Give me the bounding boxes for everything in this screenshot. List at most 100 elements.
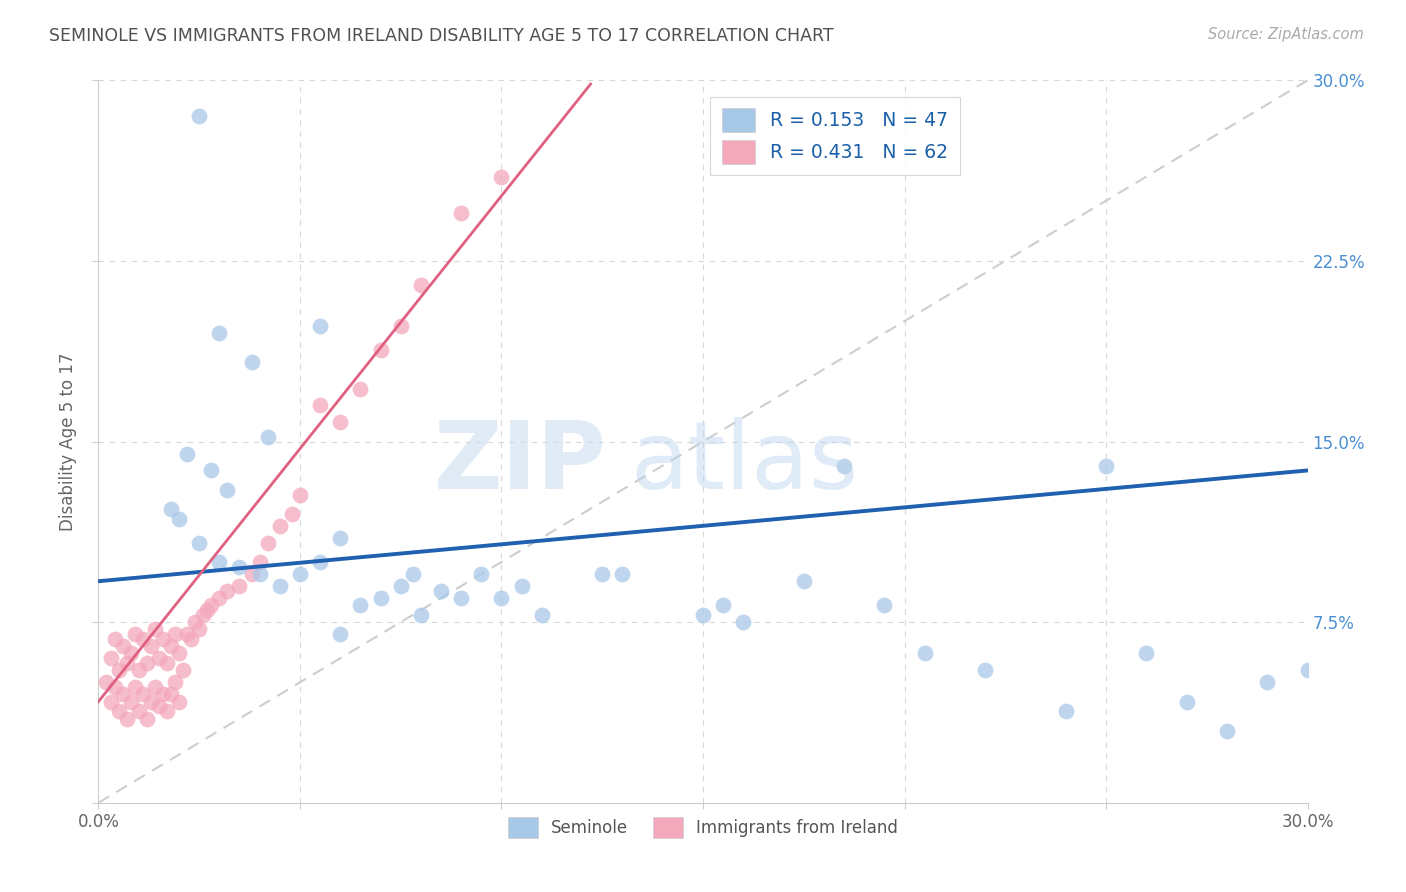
Point: [733, 615, 755, 630]
Point: [167, 511, 190, 525]
Point: [135, 656, 157, 670]
Point: [591, 567, 613, 582]
Point: [249, 567, 271, 582]
Point: [256, 430, 278, 444]
Point: [176, 446, 198, 460]
Point: [402, 567, 425, 582]
Point: [914, 647, 936, 661]
Point: [188, 535, 211, 549]
Point: [450, 591, 472, 605]
Point: [152, 632, 174, 646]
Point: [349, 382, 371, 396]
Point: [1095, 458, 1118, 473]
Point: [974, 664, 997, 678]
Point: [269, 518, 291, 533]
Text: atlas: atlas: [630, 417, 859, 509]
Point: [217, 483, 239, 497]
Point: [309, 398, 332, 412]
Point: [349, 599, 371, 613]
Point: [240, 567, 263, 582]
Point: [208, 326, 231, 340]
Point: [163, 675, 186, 690]
Point: [115, 712, 138, 726]
Point: [128, 704, 150, 718]
Point: [103, 632, 125, 646]
Point: [309, 318, 332, 333]
Point: [163, 627, 186, 641]
Point: [1296, 664, 1319, 678]
Point: [111, 687, 134, 701]
Point: [389, 318, 412, 333]
Point: [128, 664, 150, 678]
Point: [195, 603, 218, 617]
Point: [288, 487, 311, 501]
Point: [249, 555, 271, 569]
Point: [107, 664, 129, 678]
Point: [470, 567, 492, 582]
Point: [240, 355, 263, 369]
Point: [281, 507, 304, 521]
Point: [1135, 647, 1157, 661]
Point: [103, 680, 125, 694]
Point: [120, 647, 142, 661]
Point: [370, 591, 392, 605]
Point: [711, 599, 734, 613]
Text: Source: ZipAtlas.com: Source: ZipAtlas.com: [1208, 27, 1364, 42]
Point: [132, 687, 155, 701]
Y-axis label: Disability Age 5 to 17: Disability Age 5 to 17: [59, 352, 77, 531]
Point: [160, 639, 183, 653]
Point: [329, 627, 352, 641]
Point: [1256, 675, 1278, 690]
Point: [152, 687, 174, 701]
Point: [612, 567, 634, 582]
Point: [491, 169, 513, 184]
Point: [430, 583, 453, 598]
Point: [530, 607, 553, 622]
Point: [135, 712, 157, 726]
Point: [692, 607, 714, 622]
Point: [288, 567, 311, 582]
Point: [160, 502, 183, 516]
Point: [148, 651, 170, 665]
Point: [228, 579, 250, 593]
Point: [124, 627, 146, 641]
Point: [167, 695, 190, 709]
Point: [124, 680, 146, 694]
Point: [139, 695, 162, 709]
Point: [143, 680, 166, 694]
Text: ZIP: ZIP: [433, 417, 606, 509]
Point: [193, 607, 215, 622]
Point: [309, 555, 332, 569]
Point: [172, 664, 194, 678]
Point: [269, 579, 291, 593]
Point: [148, 699, 170, 714]
Point: [188, 109, 211, 123]
Legend: Seminole, Immigrants from Ireland: Seminole, Immigrants from Ireland: [501, 810, 905, 845]
Point: [1054, 704, 1077, 718]
Point: [208, 555, 231, 569]
Point: [389, 579, 412, 593]
Point: [100, 695, 122, 709]
Point: [176, 627, 198, 641]
Point: [409, 607, 432, 622]
Point: [217, 583, 239, 598]
Point: [329, 531, 352, 545]
Point: [132, 632, 155, 646]
Point: [156, 656, 179, 670]
Point: [100, 651, 122, 665]
Point: [329, 415, 352, 429]
Text: SEMINOLE VS IMMIGRANTS FROM IRELAND DISABILITY AGE 5 TO 17 CORRELATION CHART: SEMINOLE VS IMMIGRANTS FROM IRELAND DISA…: [49, 27, 834, 45]
Point: [160, 687, 183, 701]
Point: [491, 591, 513, 605]
Point: [156, 704, 179, 718]
Point: [510, 579, 533, 593]
Point: [200, 463, 222, 477]
Point: [832, 458, 855, 473]
Point: [184, 615, 207, 630]
Point: [167, 647, 190, 661]
Point: [370, 343, 392, 357]
Point: [200, 599, 222, 613]
Point: [188, 623, 211, 637]
Point: [143, 623, 166, 637]
Point: [228, 559, 250, 574]
